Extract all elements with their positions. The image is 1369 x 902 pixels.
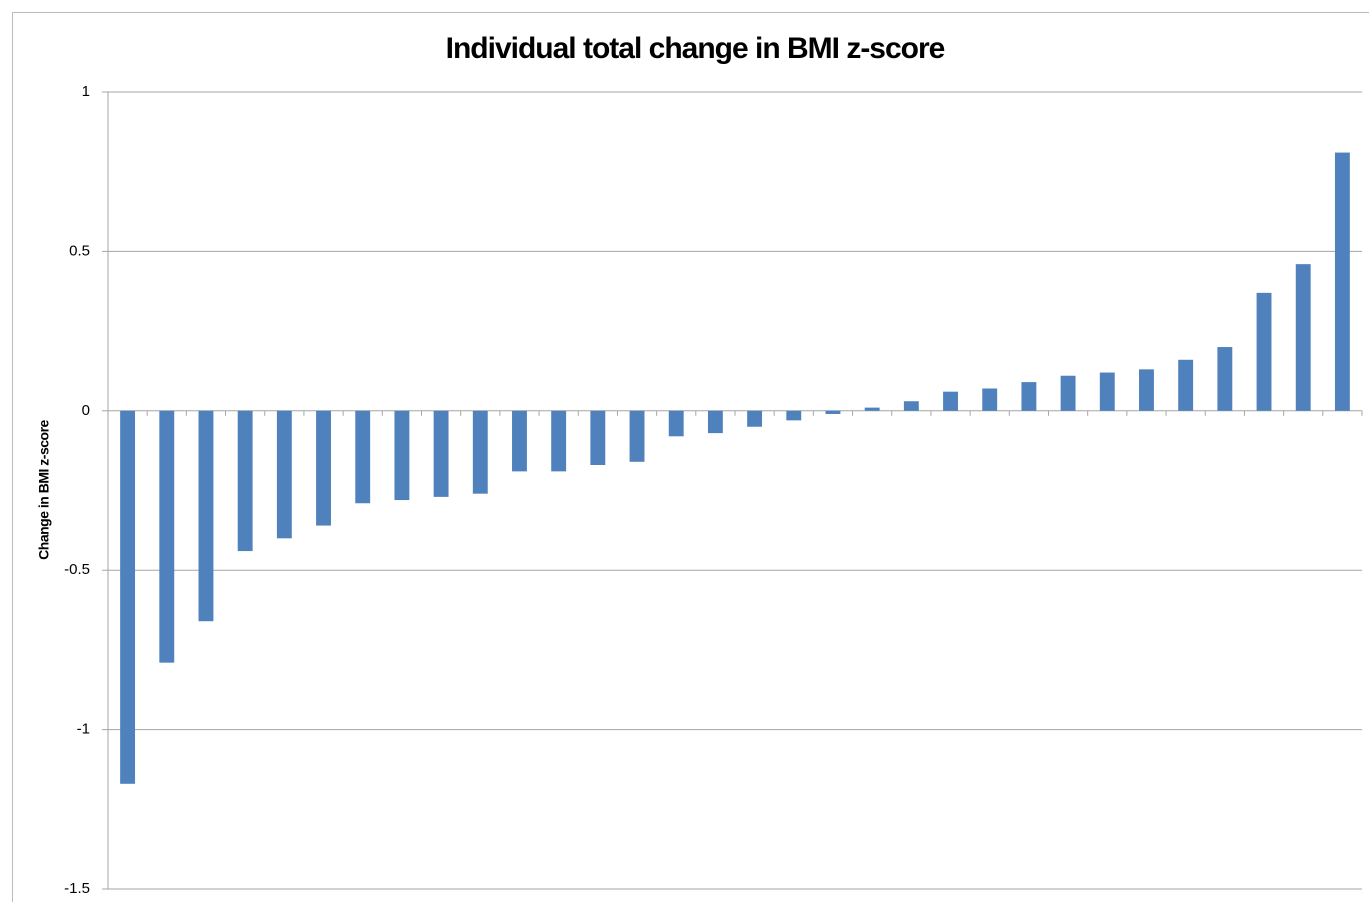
bar (1334, 152, 1350, 411)
bar (629, 410, 645, 462)
bar (316, 410, 331, 526)
bar (1256, 292, 1272, 411)
y-tick-label: -1 (77, 721, 90, 738)
bar (433, 410, 449, 497)
bar (1178, 359, 1194, 411)
chart-frame (12, 12, 1369, 902)
bar (355, 410, 371, 504)
bar (472, 410, 488, 494)
bar (198, 410, 214, 622)
bar (707, 410, 723, 434)
bar (1295, 264, 1311, 411)
bar (394, 410, 410, 501)
y-tick-label: 1 (82, 83, 90, 100)
bar (786, 410, 802, 421)
bar (237, 410, 253, 552)
bar (1217, 347, 1233, 411)
bar (512, 410, 527, 472)
bar (903, 401, 919, 411)
bar (551, 410, 567, 472)
bar (982, 388, 998, 411)
y-tick-label: 0 (82, 402, 90, 419)
bar (590, 410, 606, 465)
bar (943, 391, 958, 411)
y-tick-label: -1.5 (64, 880, 90, 897)
bar (1099, 372, 1115, 411)
bar (159, 410, 175, 663)
bar (120, 410, 136, 784)
bar (825, 410, 841, 414)
y-tick-label: 0.5 (69, 242, 90, 259)
bar (747, 410, 763, 427)
bar (1060, 375, 1076, 411)
bar (668, 410, 684, 437)
chart-title: Individual total change in BMI z-score (446, 32, 945, 65)
y-tick-label: -0.5 (64, 561, 90, 578)
bar (1139, 369, 1154, 411)
bar (864, 407, 880, 411)
bar (1021, 382, 1037, 411)
bar (276, 410, 292, 539)
y-axis-label: Change in BMI z-score (36, 419, 52, 559)
